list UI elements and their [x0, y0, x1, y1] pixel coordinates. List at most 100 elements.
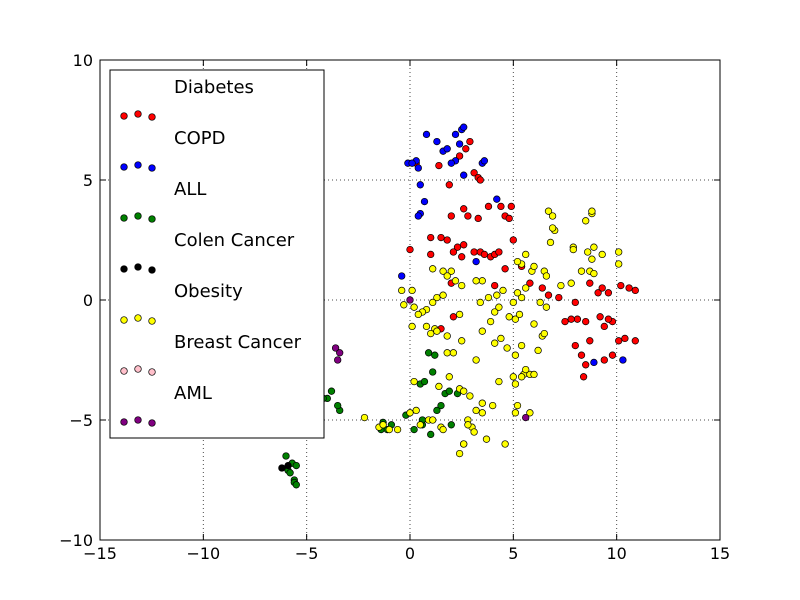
point-diabetes: [631, 286, 639, 295]
point-obesity: [439, 425, 447, 434]
point-obesity: [511, 351, 520, 359]
legend-marker-copd: [120, 163, 128, 171]
point-obesity: [422, 322, 431, 331]
point-obesity: [472, 277, 480, 285]
legend-label-aml: AML: [174, 383, 212, 404]
point-diabetes: [505, 214, 513, 223]
point-diabetes: [573, 315, 582, 323]
point-diabetes: [509, 236, 517, 244]
point-obesity: [569, 245, 577, 254]
point-aml: [522, 413, 530, 422]
legend-label-copd: COPD: [174, 128, 225, 149]
point-obesity: [588, 207, 596, 215]
point-obesity: [455, 310, 464, 319]
point-diabetes: [470, 169, 478, 177]
point-obesity: [557, 281, 565, 290]
point-all: [437, 401, 445, 410]
point-obesity: [530, 320, 538, 328]
point-obesity: [615, 260, 623, 268]
point-all: [334, 401, 342, 410]
point-obesity: [590, 269, 598, 278]
point-obesity: [464, 421, 472, 429]
point-obesity: [472, 356, 480, 364]
legend-marker-colen-cancer: [120, 265, 128, 273]
point-obesity: [517, 373, 526, 381]
point-obesity: [513, 257, 522, 266]
point-obesity: [540, 329, 548, 338]
y-tick-label: −10: [59, 531, 93, 550]
point-obesity: [439, 267, 447, 275]
legend-marker-diabetes: [120, 112, 128, 120]
point-obesity: [615, 248, 623, 256]
legend-marker-all: [148, 215, 156, 223]
point-obesity: [379, 421, 387, 429]
point-obesity: [542, 303, 551, 311]
legend-marker-aml: [134, 416, 142, 424]
point-diabetes: [621, 334, 629, 343]
legend-box: [109, 69, 325, 439]
point-obesity: [511, 380, 520, 388]
point-obesity: [385, 425, 393, 434]
point-obesity: [429, 298, 437, 307]
point-obesity: [497, 334, 505, 343]
point-obesity: [484, 293, 493, 302]
point-copd: [443, 145, 451, 153]
point-obesity: [511, 409, 520, 417]
data-points: [278, 123, 639, 489]
point-obesity: [427, 329, 435, 338]
legend-marker-aml: [148, 419, 156, 427]
point-obesity: [530, 370, 538, 379]
point-diabetes: [598, 284, 606, 292]
point-diabetes: [600, 322, 608, 331]
point-obesity: [513, 289, 522, 297]
legend-marker-colen-cancer: [148, 266, 156, 274]
point-obesity: [455, 449, 464, 458]
point-obesity: [443, 272, 451, 280]
point-diabetes: [596, 313, 604, 321]
point-obesity: [534, 346, 542, 355]
point-obesity: [530, 262, 538, 271]
point-obesity: [501, 440, 509, 448]
point-copd: [480, 157, 489, 165]
legend-marker-diabetes: [134, 110, 142, 118]
point-diabetes: [538, 284, 546, 292]
point-copd: [590, 358, 598, 367]
point-copd: [493, 195, 501, 203]
point-obesity: [486, 317, 495, 326]
point-all: [420, 377, 429, 386]
point-copd: [451, 130, 460, 139]
point-diabetes: [447, 212, 455, 220]
point-diabetes: [567, 315, 575, 323]
point-obesity: [536, 298, 544, 307]
legend-marker-obesity: [134, 314, 142, 322]
y-tick-label: −5: [69, 411, 93, 430]
point-copd: [414, 212, 422, 220]
point-copd: [398, 272, 406, 280]
point-obesity: [433, 293, 441, 302]
point-diabetes: [443, 236, 451, 244]
point-diabetes: [561, 317, 569, 326]
point-diabetes: [497, 202, 505, 211]
point-obesity: [522, 250, 530, 259]
point-obesity: [400, 301, 408, 309]
point-diabetes: [544, 291, 553, 299]
point-all: [292, 481, 300, 489]
point-obesity: [567, 279, 575, 287]
point-obesity: [429, 416, 437, 424]
point-obesity: [522, 365, 530, 374]
point-obesity: [493, 291, 501, 299]
point-obesity: [548, 224, 557, 232]
point-diabetes: [462, 145, 470, 153]
point-obesity: [408, 322, 416, 331]
point-obesity: [451, 277, 460, 285]
point-diabetes: [460, 241, 468, 249]
point-obesity: [470, 428, 478, 436]
point-all: [424, 349, 433, 357]
point-diabetes: [427, 250, 435, 259]
point-obesity: [466, 392, 474, 400]
point-aml: [331, 344, 340, 352]
point-obesity: [546, 238, 555, 247]
point-diabetes: [604, 289, 613, 297]
point-all: [410, 425, 418, 434]
point-obesity: [476, 298, 484, 307]
